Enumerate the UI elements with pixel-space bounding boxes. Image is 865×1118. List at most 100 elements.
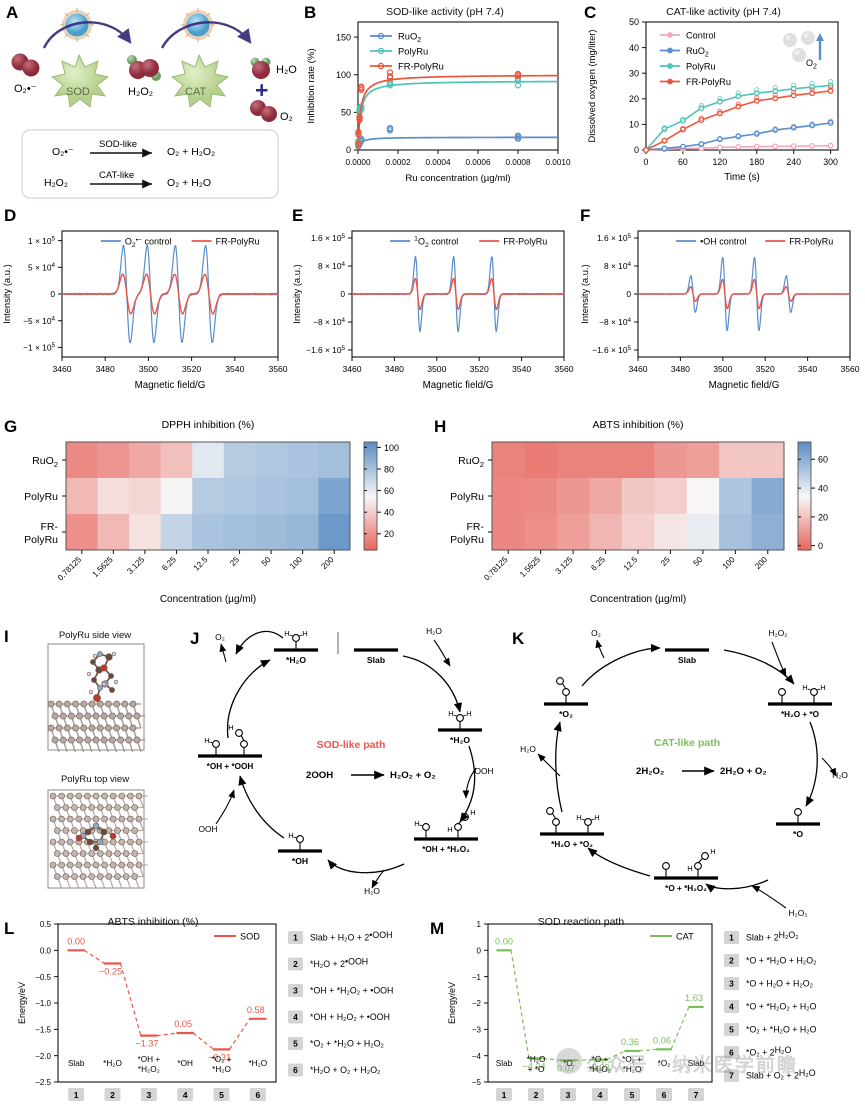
svg-text:7: 7 bbox=[694, 1090, 699, 1100]
svg-text:6: 6 bbox=[662, 1090, 667, 1100]
svg-text:4: 4 bbox=[729, 1002, 734, 1012]
svg-text:Energy/eV: Energy/eV bbox=[17, 982, 27, 1024]
svg-text:3480: 3480 bbox=[385, 364, 404, 374]
panel-label-j: J bbox=[190, 630, 199, 647]
eq1-arrow-label: SOD-like bbox=[99, 139, 137, 150]
svg-text:10: 10 bbox=[629, 120, 639, 130]
svg-text:*O₂ + 2H₂O: *O₂ + 2H₂O bbox=[746, 1045, 791, 1057]
svg-text:2: 2 bbox=[293, 959, 298, 969]
svg-text:*H₂O₂: *H₂O₂ bbox=[589, 1065, 611, 1074]
svg-text:PolyRu: PolyRu bbox=[398, 45, 428, 56]
svg-text:8 × 104: 8 × 104 bbox=[604, 261, 632, 271]
panel-label-a: A bbox=[6, 4, 18, 21]
svg-text:Dissolved oxygen (mg/liter): Dissolved oxygen (mg/liter) bbox=[586, 29, 597, 142]
svg-text:−1.37: −1.37 bbox=[135, 1039, 158, 1049]
panel-label-d: D bbox=[4, 207, 16, 224]
svg-text:120: 120 bbox=[713, 157, 728, 167]
svg-text:0: 0 bbox=[50, 289, 55, 299]
svg-text:Inhibition rate (%): Inhibition rate (%) bbox=[306, 48, 317, 123]
svg-text:50: 50 bbox=[260, 555, 273, 568]
svg-text:4: 4 bbox=[293, 1012, 298, 1022]
svg-text:H: H bbox=[284, 629, 289, 638]
svg-text:Concentration (µg/ml): Concentration (µg/ml) bbox=[160, 594, 256, 605]
svg-text:100: 100 bbox=[384, 443, 399, 453]
svg-text:*O₂ +: *O₂ + bbox=[212, 1055, 232, 1064]
svg-text:0: 0 bbox=[626, 289, 631, 299]
panel-h-heatmap: RuO2PolyRuFR-PolyRu0.78125 1.5625 3.125 6.2… bbox=[430, 414, 865, 626]
svg-text:H: H bbox=[687, 864, 692, 873]
svg-text:−2.5: −2.5 bbox=[35, 1078, 51, 1087]
h2o2-molecule bbox=[127, 55, 161, 81]
svg-text:*H₂O: *H₂O bbox=[527, 1055, 546, 1064]
svg-text:3520: 3520 bbox=[756, 364, 775, 374]
svg-text:Ru concentration (µg/ml): Ru concentration (µg/ml) bbox=[405, 173, 510, 184]
eq2-left: H₂O₂ bbox=[44, 177, 68, 189]
svg-text:0.0006: 0.0006 bbox=[465, 158, 490, 167]
svg-text:Slab + O₂ + 2H₂O: Slab + O₂ + 2H₂O bbox=[746, 1068, 816, 1080]
svg-text:50: 50 bbox=[341, 108, 351, 118]
oxygen-molecule bbox=[250, 100, 277, 122]
svg-text:Slab: Slab bbox=[496, 1059, 513, 1068]
svg-text:H: H bbox=[414, 819, 419, 828]
svg-text:OOH: OOH bbox=[474, 766, 493, 776]
svg-text:CAT-like path: CAT-like path bbox=[654, 737, 720, 749]
svg-text:180: 180 bbox=[749, 157, 764, 167]
panel-c-plot: 0 60 120 180 240 30001020304050Time (s)Dissol… bbox=[582, 0, 865, 199]
svg-text:6: 6 bbox=[255, 1090, 260, 1100]
svg-text:DPPH inhibition (%): DPPH inhibition (%) bbox=[162, 419, 255, 431]
panel-label-g: G bbox=[4, 418, 17, 435]
panel-label-e: E bbox=[292, 207, 303, 224]
svg-text:H: H bbox=[470, 808, 475, 817]
svg-text:*OH: *OH bbox=[292, 856, 308, 866]
svg-text:H: H bbox=[576, 813, 581, 822]
svg-text:Concentration (µg/ml): Concentration (µg/ml) bbox=[590, 594, 686, 605]
svg-text:H₂O₂: H₂O₂ bbox=[768, 628, 787, 638]
svg-text:0.0010: 0.0010 bbox=[545, 158, 570, 167]
svg-text:25: 25 bbox=[228, 555, 241, 568]
svg-text:*H₂O: *H₂O bbox=[450, 735, 470, 745]
svg-text:H: H bbox=[594, 813, 599, 822]
svg-text:O₂: O₂ bbox=[591, 628, 601, 638]
svg-text:6: 6 bbox=[293, 1065, 298, 1075]
svg-text:Slab: Slab bbox=[367, 655, 385, 665]
svg-text:•OH control: •OH control bbox=[700, 236, 746, 246]
svg-text:0.06: 0.06 bbox=[653, 1035, 671, 1045]
svg-text:FR-PolyRu: FR-PolyRu bbox=[216, 236, 260, 246]
panel-i-structures bbox=[0, 626, 190, 896]
eq2-arrow-label: CAT-like bbox=[99, 170, 134, 181]
svg-text:0.0004: 0.0004 bbox=[425, 158, 450, 167]
panel-g-heatmap: RuO2PolyRuFR-PolyRu0.78125 1.5625 3.125 6.2… bbox=[0, 414, 432, 626]
panel-c: C CAT-like activity (pH 7.4) 0 60 120 180 24… bbox=[582, 0, 865, 205]
panel-b-title: SOD-like activity (pH 7.4) bbox=[300, 6, 590, 18]
panel-label-l: L bbox=[4, 920, 14, 937]
panel-g: G RuO2 PolyRu FR- PolyRu 0.78125 1.5625 3.125 6… bbox=[0, 414, 432, 626]
svg-text:1.6 × 105: 1.6 × 105 bbox=[597, 233, 632, 243]
panel-a-schematic: O₂•⁻ SOD H₂O₂ CAT H₂O + bbox=[0, 0, 300, 205]
svg-text:*H₂O: *H₂O bbox=[286, 655, 306, 665]
svg-text:60: 60 bbox=[384, 486, 394, 496]
svg-text:6.25: 6.25 bbox=[160, 555, 178, 573]
svg-text:3460: 3460 bbox=[342, 364, 361, 374]
panel-e: E 3460 3480 3500 3520 3540 3560 −1.6 × 105 −8 ×… bbox=[290, 205, 580, 412]
svg-text:0.0: 0.0 bbox=[40, 947, 52, 956]
svg-text:−2.0: −2.0 bbox=[35, 1052, 51, 1061]
svg-text:Intensity (a.u.): Intensity (a.u.) bbox=[579, 264, 590, 323]
svg-text:−0.5: −0.5 bbox=[35, 973, 51, 982]
panel-a-product2a: H₂O bbox=[276, 64, 297, 76]
svg-text:*O₂ +: *O₂ + bbox=[622, 1055, 642, 1064]
svg-text:3.125: 3.125 bbox=[554, 555, 575, 576]
svg-text:H₂O: H₂O bbox=[832, 770, 848, 780]
svg-text:1: 1 bbox=[74, 1090, 79, 1100]
svg-text:0: 0 bbox=[634, 145, 639, 155]
svg-text:Magnetic field/G: Magnetic field/G bbox=[135, 380, 206, 391]
panel-j-cycle: H H*H₂O SlabH H*H₂OHHH*OH + *H₂O₂H*OHHH*OH … bbox=[188, 626, 513, 898]
svg-text:−1.0: −1.0 bbox=[35, 999, 51, 1008]
svg-text:FR-: FR- bbox=[41, 521, 59, 533]
svg-text:0.0008: 0.0008 bbox=[505, 158, 530, 167]
panel-i: I PolyRu side view PolyRu top view bbox=[0, 626, 190, 896]
svg-text:−3: −3 bbox=[472, 1026, 482, 1035]
svg-text:12.5: 12.5 bbox=[622, 555, 640, 573]
svg-text:60: 60 bbox=[678, 157, 688, 167]
svg-text:3480: 3480 bbox=[96, 364, 115, 374]
svg-text:H: H bbox=[802, 683, 807, 692]
